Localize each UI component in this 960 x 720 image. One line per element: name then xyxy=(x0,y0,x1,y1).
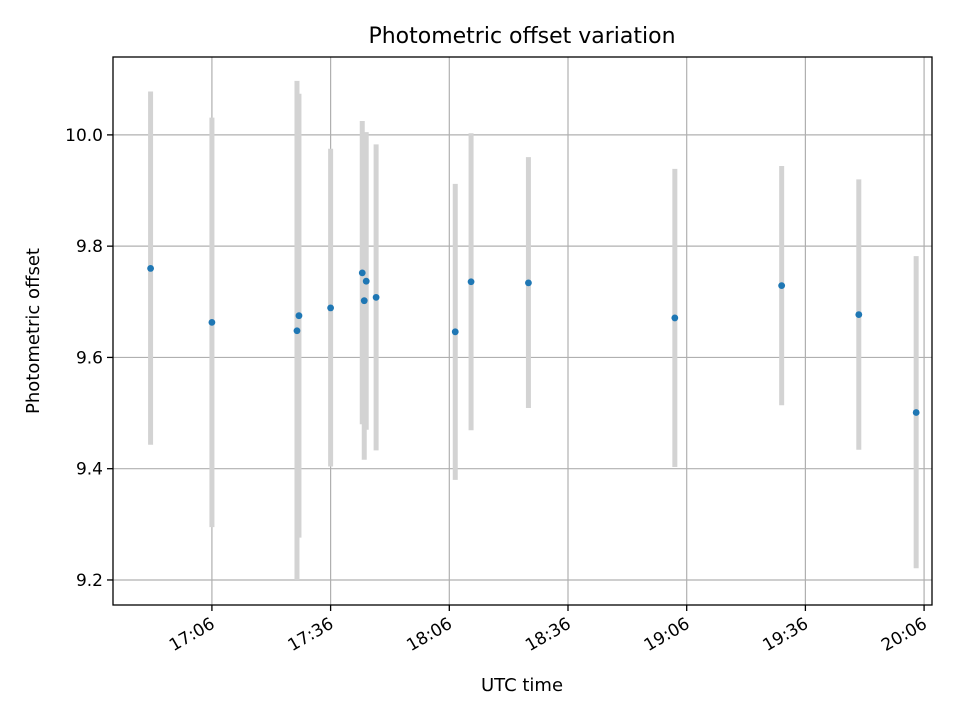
y-tick-label: 10.0 xyxy=(65,126,103,146)
y-axis-ticks: 9.2 9.4 9.6 9.8 10.0 xyxy=(65,126,113,591)
data-point xyxy=(778,282,786,290)
y-tick-label: 9.6 xyxy=(76,348,103,368)
data-point xyxy=(525,279,532,287)
data-point xyxy=(293,327,301,335)
data-point xyxy=(295,312,303,320)
data-point xyxy=(208,318,216,326)
data-point xyxy=(362,277,370,285)
y-tick-label: 9.8 xyxy=(76,237,103,257)
data-point xyxy=(855,311,863,318)
data-point xyxy=(360,297,368,305)
data-point xyxy=(671,314,679,322)
data-point xyxy=(358,269,366,277)
data-point xyxy=(451,328,459,336)
y-tick-label: 9.2 xyxy=(76,571,103,591)
data-point xyxy=(467,278,475,286)
chart-title: Photometric offset variation xyxy=(368,24,675,49)
x-axis-label: UTC time xyxy=(481,675,563,696)
data-point xyxy=(372,293,380,301)
data-points xyxy=(147,265,920,416)
plot-frame xyxy=(112,56,933,606)
data-point xyxy=(147,265,154,272)
grid-lines xyxy=(113,57,932,605)
data-point xyxy=(912,409,920,416)
y-tick-label: 9.4 xyxy=(76,460,103,480)
data-point xyxy=(327,304,335,312)
y-axis-label: Photometric offset xyxy=(23,248,44,414)
